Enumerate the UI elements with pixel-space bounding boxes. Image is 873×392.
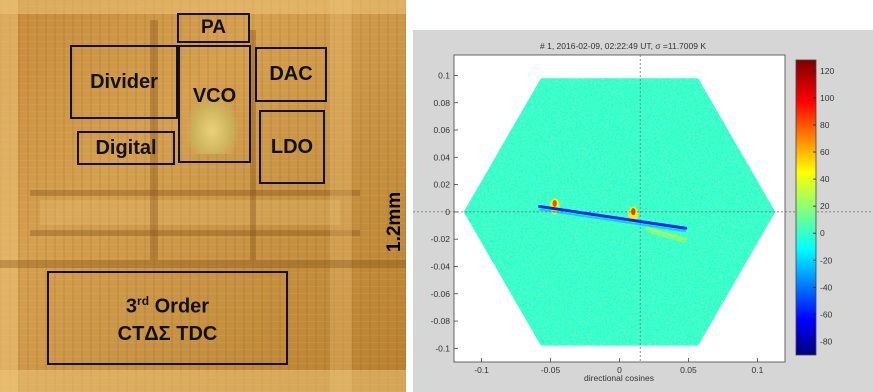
colorbar-tick-label: -40 (820, 282, 833, 292)
y-tick-label: -0.06 (431, 289, 451, 299)
x-tick-label: 0.05 (680, 365, 697, 375)
y-axis: 0.1 0.08 0.06 0.04 0.02 0 -0.02 -0.04 -0.06 -0.08… (431, 70, 458, 353)
figure-window: # 1, 2016-02-09, 02:22:49 UT, σ =11.7009… (413, 30, 873, 392)
die-metal-trace (0, 0, 406, 14)
y-tick-label: 0 (445, 207, 450, 217)
y-tick-label: 0.1 (438, 70, 450, 80)
x-axis: -0.1 -0.05 0 0.05 0.1 (474, 358, 764, 375)
x-tick-label: -0.1 (474, 365, 489, 375)
heatmap-field (463, 78, 776, 346)
die-metal-trace (0, 0, 18, 392)
colorbar-ticks: 120 100 80 60 40 20 0 -20 -40 -60 -80 (813, 66, 834, 346)
colorbar-tick-label: 80 (820, 120, 830, 130)
block-digital: Digital (77, 131, 175, 165)
die-metal-trace (0, 370, 406, 392)
block-pa-label: PA (201, 17, 226, 38)
block-dac: DAC (255, 47, 327, 102)
y-tick-label: -0.1 (435, 343, 450, 353)
die-routing (30, 230, 360, 236)
y-tick-label: 0.02 (433, 180, 450, 190)
y-tick-label: 0.04 (433, 152, 450, 162)
block-pa: PA (177, 13, 250, 43)
die-photo: PA Divider VCO DAC Digital LDO 3rd Order… (0, 0, 406, 392)
die-routing (30, 190, 360, 196)
colorbar-tick-label: 40 (820, 174, 830, 184)
block-tdc-order-number: 3 (125, 295, 138, 318)
colorbar-tick-label: -80 (820, 336, 833, 346)
die-metal-trace (330, 0, 352, 392)
y-tick-label: -0.08 (431, 316, 451, 326)
x-tick-label: 0.1 (752, 365, 764, 375)
block-vco-label: VCO (192, 85, 237, 107)
block-divider: Divider (70, 45, 178, 119)
ridge-shadow (539, 208, 686, 233)
x-axis-label: directional cosines (584, 373, 654, 383)
die-routing (150, 20, 158, 260)
block-ldo-label: LDO (270, 135, 314, 158)
y-tick-label: -0.02 (431, 234, 451, 244)
colorbar-tick-label: 20 (820, 201, 830, 211)
field-noise (463, 78, 776, 346)
y-tick-label: -0.04 (431, 261, 451, 271)
block-divider-label: Divider (90, 70, 158, 93)
die-routing (0, 260, 406, 268)
colorbar-tick-label: -60 (820, 309, 833, 319)
ridge-feature (538, 204, 688, 230)
colorbar-tick-label: 60 (820, 147, 830, 157)
vco-inductor (186, 96, 238, 154)
die-routing (40, 200, 340, 225)
x-tick-label: 0 (617, 365, 622, 375)
colorbar-tick-label: 120 (820, 66, 834, 76)
block-dac-label: DAC (269, 63, 313, 85)
crosshair (413, 55, 873, 362)
block-vco: VCO (178, 45, 251, 163)
block-tdc-label-line1: 3rd Order (126, 288, 209, 321)
block-tdc-order-suffix: rd (137, 294, 150, 309)
block-ldo: LDO (259, 110, 325, 184)
y-tick-label: 0.06 (433, 125, 450, 135)
die-dimension-label: 1.2mm (384, 191, 405, 252)
colorbar (795, 59, 817, 356)
colorbar-tick-label: 100 (820, 93, 834, 103)
block-tdc-order-word: Order (149, 295, 210, 318)
colorbar-tick-label: -20 (820, 255, 833, 265)
y-tick-label: 0.08 (433, 98, 450, 108)
block-tdc: 3rd Order CTΔΣ TDC (47, 271, 288, 365)
block-tdc-label-line2: CTΔΣ TDC (117, 322, 218, 345)
heatmap-features (538, 198, 688, 244)
hot-spot-core (552, 199, 557, 207)
block-digital-label: Digital (95, 136, 157, 159)
colorbar-tick-label: 0 (820, 228, 825, 238)
heatmap-figure: # 1, 2016-02-09, 02:22:49 UT, σ =11.7009… (413, 41, 873, 383)
ridge-shadow (646, 230, 686, 244)
plot-title: # 1, 2016-02-09, 02:22:49 UT, σ =11.7009… (540, 41, 706, 51)
x-tick-label: -0.05 (541, 365, 561, 375)
ridge-feature (645, 226, 688, 241)
die-routing (250, 30, 256, 260)
